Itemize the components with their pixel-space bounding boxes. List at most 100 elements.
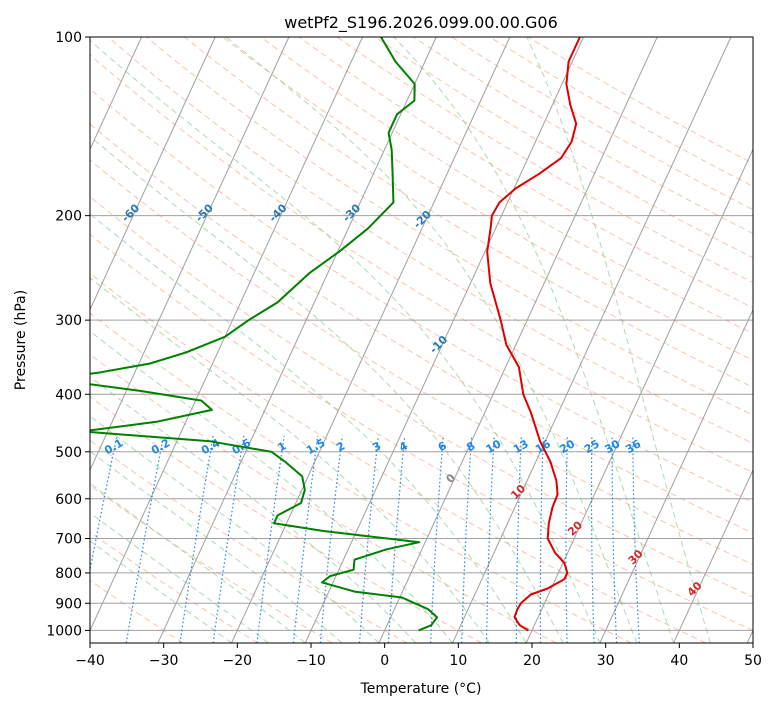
moist-adiabat [90,39,601,643]
mixing-ratio-line [179,435,214,643]
x-tick-label: −20 [223,653,253,669]
isotherm [673,468,753,643]
isotherm [452,37,732,643]
moist-adiabat [90,375,417,643]
isotherm [157,37,437,643]
mixing-ratio-line [256,435,285,643]
mixing-ratio-line [632,435,640,643]
mixing-ratio-line [539,435,544,643]
isotherm [90,37,364,632]
dry-adiabat [90,312,632,643]
dry-adiabat [90,396,483,643]
mixing-ratio-line [125,435,165,643]
x-tick-label: 30 [597,653,615,669]
mixing-ratio-label: 25 [582,437,602,456]
mixing-ratio-line [515,435,522,643]
moist-adiabat [526,37,711,643]
isotherm-label-warm: 0 [444,471,459,486]
y-tick-label: 200 [55,209,82,225]
y-tick-label: 300 [55,313,82,329]
isotherm-label: -60 [119,201,142,224]
y-tick-label: 1000 [46,623,82,639]
dry-adiabat [90,484,333,643]
mixing-ratio-line [430,435,444,643]
isotherm-label: -30 [340,201,363,224]
moist-adiabat [90,277,490,643]
moist-adiabat [225,37,638,643]
x-tick-label: 0 [380,653,389,669]
isotherm [525,148,753,643]
mixing-ratio-line [590,435,595,643]
isotherm [0,37,68,643]
y-tick-label: 100 [55,30,82,46]
x-tick-label: −40 [75,653,105,669]
y-tick-label: 800 [55,566,82,582]
mixing-ratio-line [292,435,319,643]
chart-title: wetPf2_S196.2026.099.00.00.G06 [284,13,558,33]
y-tick-label: 700 [55,532,82,548]
isotherm-label: -50 [193,201,216,224]
moist-adiabat [90,330,453,643]
mixing-ratio-label: 0.1 [102,436,125,457]
mixing-ratio-line [358,435,379,643]
mixing-ratio-label: 13 [511,437,531,456]
isotherm [231,37,511,643]
dry-adiabat [183,37,753,388]
y-tick-label: 900 [55,596,82,612]
dewpoint-line [90,37,439,632]
mixing-ratio-line [319,435,343,643]
mixing-ratio-label: 1.5 [304,436,327,457]
y-tick-label: 400 [55,387,82,403]
dry-adiabat [90,439,408,643]
plot-frame [89,36,754,644]
moist-adiabat [90,415,380,643]
isotherm-label: -20 [411,208,434,231]
moist-adiabat [393,37,675,643]
isotherm [378,37,658,643]
x-tick-label: −10 [296,653,326,669]
mixing-ratio-line [611,435,618,643]
y-axis-label: Pressure (hPa) [13,290,29,390]
mixing-ratio-line [387,435,406,643]
dry-adiabat [90,54,753,474]
dry-adiabat [145,37,753,416]
x-tick-label: 20 [523,653,541,669]
x-tick-label: 50 [744,653,762,669]
isotherm-label: -40 [266,201,289,224]
mixing-ratio-label: 36 [623,437,643,456]
dry-adiabat [298,37,753,309]
mixing-ratio-line [90,435,118,573]
x-axis-label: Temperature (°C) [360,681,482,697]
x-tick-label: −30 [149,653,179,669]
dry-adiabat [90,88,753,503]
moist-adiabat [90,135,564,643]
moist-adiabat [90,482,306,643]
dry-adiabat [336,37,753,284]
mixing-ratio-line [485,435,495,643]
mixing-ratio-label: 20 [557,437,577,456]
dry-adiabat [527,37,753,165]
isotherm [599,308,753,643]
temperature-line [486,37,581,632]
moist-adiabat [90,213,527,643]
mixing-ratio-label: 10 [484,437,504,456]
mixing-ratio-line [461,435,473,643]
mixing-ratio-line [212,435,245,643]
isotherm [90,37,290,472]
x-tick-label: 40 [670,653,688,669]
isotherm-label: -10 [427,333,450,356]
dry-adiabat [90,353,557,643]
isotherm [90,37,143,151]
isotherm [746,629,753,643]
moist-adiabat [90,512,269,643]
y-tick-label: 500 [55,445,82,461]
mixing-ratio-line [565,435,568,643]
mixing-ratio-label: 0.4 [199,436,223,457]
moist-adiabat [90,540,232,643]
moist-adiabat [90,450,343,643]
isotherm [304,37,585,643]
y-tick-label: 600 [55,492,82,508]
x-tick-label: 10 [449,653,467,669]
isotherm [90,37,216,311]
